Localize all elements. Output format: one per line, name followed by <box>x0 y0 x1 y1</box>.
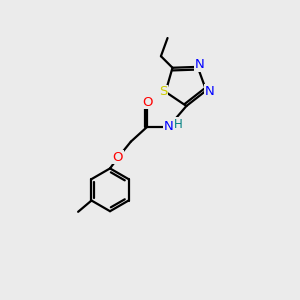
Text: H: H <box>174 118 182 131</box>
Text: O: O <box>142 96 152 109</box>
Text: N: N <box>164 120 173 133</box>
Text: S: S <box>159 85 168 98</box>
Text: O: O <box>112 151 123 164</box>
Text: N: N <box>205 85 215 98</box>
Text: N: N <box>195 58 205 71</box>
